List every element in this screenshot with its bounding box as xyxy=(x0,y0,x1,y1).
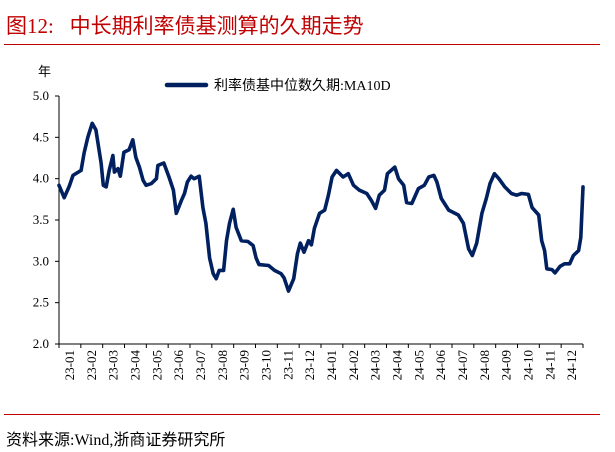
legend-label: 利率债基中位数久期:MA10D xyxy=(214,77,391,94)
source-divider xyxy=(4,414,600,415)
y-tick-label: 2.5 xyxy=(33,295,49,310)
source-note: 资料来源:Wind,浙商证券研究所 xyxy=(6,432,226,449)
x-tick-label: 24-05 xyxy=(411,350,426,380)
y-tick-label: 4.0 xyxy=(33,171,49,186)
y-axis-label: 年 xyxy=(38,64,51,79)
y-tick-label: 3.0 xyxy=(33,253,49,268)
x-tick-label: 24-02 xyxy=(346,350,361,380)
series-group xyxy=(57,121,585,293)
y-tick-label: 5.0 xyxy=(33,88,49,103)
x-tick-label: 24-08 xyxy=(477,350,492,380)
x-tick-label: 24-01 xyxy=(324,350,339,380)
x-tick-label: 23-04 xyxy=(127,350,142,381)
x-tick-label: 23-07 xyxy=(193,350,208,381)
x-tick-label: 23-12 xyxy=(302,350,317,380)
x-tick-label: 23-08 xyxy=(215,350,230,380)
figure-title: 图12: 中长期利率债基测算的久期走势 xyxy=(6,14,364,38)
x-tick-label: 23-09 xyxy=(237,350,252,380)
x-tick-label: 24-06 xyxy=(433,350,448,381)
title-divider xyxy=(4,44,600,45)
x-tick-label: 23-05 xyxy=(149,350,164,380)
legend: 利率债基中位数久期:MA10D xyxy=(164,77,391,94)
y-tick-label: 4.5 xyxy=(33,129,49,144)
x-tick-label: 24-10 xyxy=(520,350,535,380)
x-tick-label: 24-11 xyxy=(542,350,557,380)
x-tick-label: 24-04 xyxy=(389,350,404,381)
x-tick-label: 24-09 xyxy=(499,350,514,380)
axes: 2.0 2.5 3.0 3.5 4.0 4.5 5.0 23-01 23-02 23-03 23-0… xyxy=(33,88,584,381)
y-tick-label: 2.0 xyxy=(33,336,49,351)
x-tick-label: 24-07 xyxy=(455,350,470,381)
series-line-duration xyxy=(57,121,585,293)
x-tick-label: 23-06 xyxy=(171,350,186,381)
x-tick-label: 23-10 xyxy=(258,350,273,380)
x-tick-label: 23-03 xyxy=(106,350,121,380)
x-tick-label: 24-03 xyxy=(368,350,383,380)
x-tick-label: 23-11 xyxy=(280,350,295,380)
x-tick-label: 24-12 xyxy=(564,350,579,380)
y-tick-label: 3.5 xyxy=(33,212,49,227)
x-tick-label: 23-02 xyxy=(84,350,99,380)
x-tick-label: 23-01 xyxy=(62,350,77,380)
